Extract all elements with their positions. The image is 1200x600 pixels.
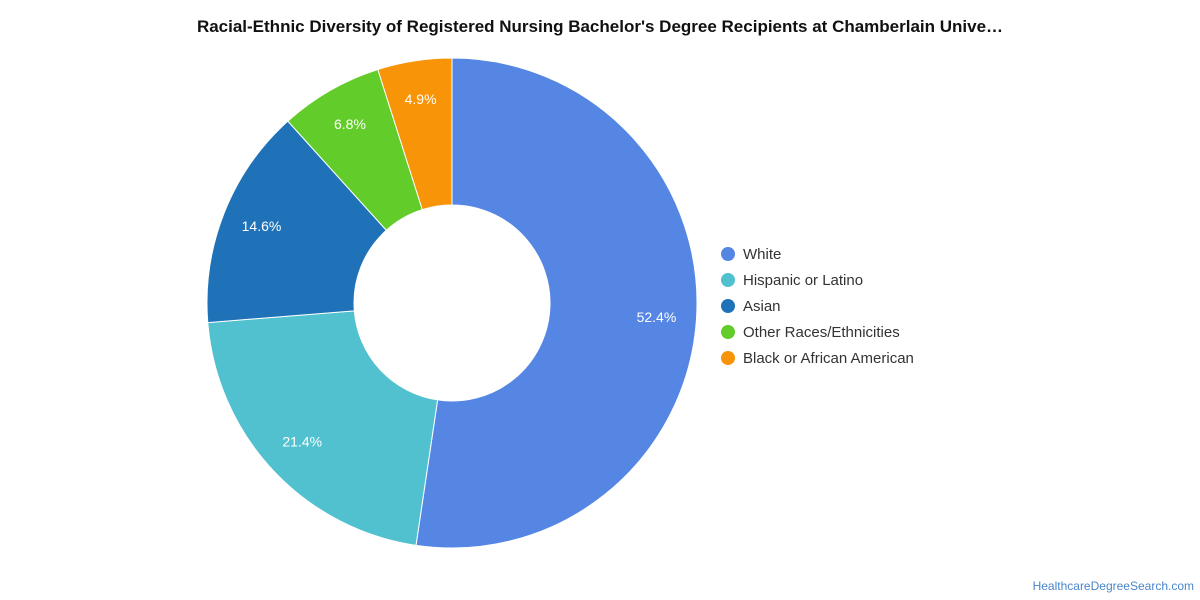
legend-item-white[interactable]: White bbox=[721, 241, 914, 267]
legend-label-hispanic-or-latino: Hispanic or Latino bbox=[743, 271, 864, 289]
slice-hispanic-or-latino[interactable] bbox=[207, 310, 439, 546]
legend-label-asian: Asian bbox=[743, 297, 781, 315]
legend-swatch-asian bbox=[721, 299, 735, 313]
legend-swatch-white bbox=[721, 247, 735, 261]
chart-legend: White Hispanic or Latino Asian Other Rac… bbox=[721, 241, 914, 371]
slice-white[interactable] bbox=[415, 57, 698, 549]
legend-item-black-or-african-american[interactable]: Black or African American bbox=[721, 345, 914, 371]
data-label-hispanic-or-latino: 21.4% bbox=[282, 434, 322, 450]
legend-swatch-black-or-african-american bbox=[721, 351, 735, 365]
legend-item-other-races[interactable]: Other Races/Ethnicities bbox=[721, 319, 914, 345]
legend-label-other-races: Other Races/Ethnicities bbox=[743, 323, 900, 341]
legend-label-black-or-african-american: Black or African American bbox=[743, 349, 914, 367]
legend-label-white: White bbox=[743, 245, 782, 263]
data-label-black-or-african-american: 4.9% bbox=[405, 91, 437, 107]
legend-swatch-other-races bbox=[721, 325, 735, 339]
data-label-white: 52.4% bbox=[637, 309, 677, 325]
legend-item-asian[interactable]: Asian bbox=[721, 293, 914, 319]
source-link[interactable]: HealthcareDegreeSearch.com bbox=[1032, 579, 1194, 593]
chart-title: Racial-Ethnic Diversity of Registered Nu… bbox=[196, 17, 1004, 36]
legend-swatch-hispanic-or-latino bbox=[721, 273, 735, 287]
data-label-other-races-ethnicities: 6.8% bbox=[334, 116, 366, 132]
slice-black-or-african-american[interactable] bbox=[377, 57, 453, 211]
slice-asian[interactable] bbox=[206, 120, 388, 324]
data-label-asian: 14.6% bbox=[242, 218, 282, 234]
legend-item-hispanic-or-latino[interactable]: Hispanic or Latino bbox=[721, 267, 914, 293]
